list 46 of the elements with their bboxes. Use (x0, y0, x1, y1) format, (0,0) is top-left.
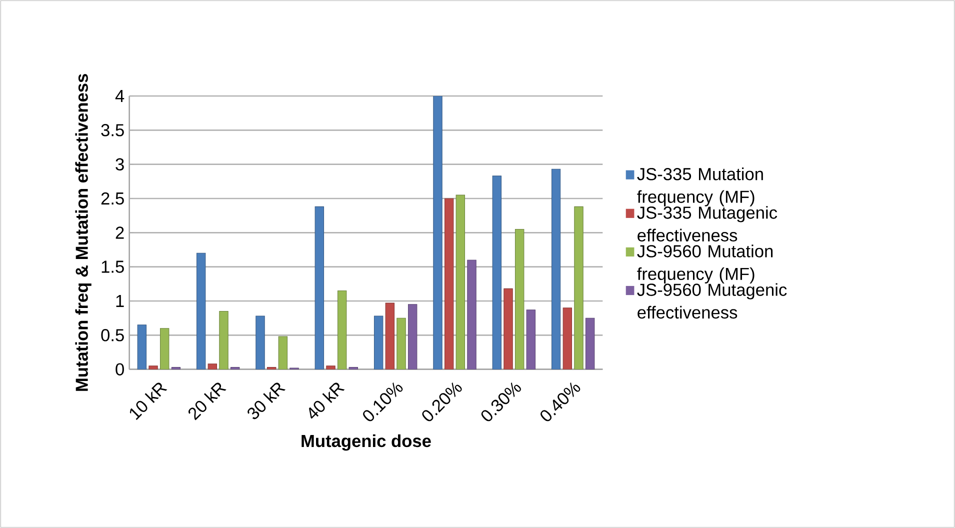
y-tick-label: 3 (116, 158, 124, 170)
bar (585, 318, 595, 370)
bar (160, 328, 170, 370)
bar (208, 364, 218, 370)
bar (467, 260, 476, 370)
y-tick-label: 1 (116, 295, 124, 307)
bar (148, 366, 158, 370)
x-tick-label: 20 kR (188, 382, 226, 420)
y-axis-title: Mutation freq & Mutation effectiveness (75, 74, 92, 391)
bar (504, 288, 513, 370)
legend-label: JS-335 Mutagenic effectiveness (637, 206, 778, 242)
bar (326, 366, 336, 370)
bar (433, 96, 442, 370)
bar (196, 252, 206, 370)
bar (456, 194, 466, 370)
bar (256, 316, 265, 370)
x-axis-title: Mutagenic dose (302, 434, 431, 451)
bar (574, 206, 584, 370)
legend-label: JS-335 Mutation frequency (MF) (637, 168, 763, 206)
bar (551, 168, 561, 370)
y-tick-label: 3.5 (101, 124, 124, 136)
y-tick-label: 0 (116, 363, 124, 376)
legend-label: JS-9560 Mutation frequency (MF) (637, 244, 773, 284)
y-tick-label: 2 (116, 226, 124, 239)
y-tick-label: 2.5 (101, 192, 124, 205)
bar (492, 176, 502, 370)
bar (278, 336, 288, 370)
bar (385, 302, 395, 370)
y-tick-label: 0.5 (101, 329, 124, 342)
x-tick-label: 40 kR (308, 382, 345, 419)
bar (396, 318, 406, 370)
x-tick-label: 10 kR (130, 382, 168, 420)
bar (562, 308, 572, 370)
y-tick-label: 4 (115, 90, 124, 102)
bar (408, 304, 418, 370)
bar (514, 228, 524, 370)
bar (374, 316, 384, 370)
bar (444, 198, 454, 370)
bar (137, 324, 147, 370)
bar (219, 310, 228, 370)
x-tick-label: 30 kR (248, 382, 286, 420)
bar (526, 310, 536, 370)
legend-label: JS-9560 Mutagenic effectiveness (637, 283, 787, 319)
bar (337, 290, 347, 370)
bar (314, 206, 324, 370)
y-tick-label: 1.5 (102, 260, 124, 273)
